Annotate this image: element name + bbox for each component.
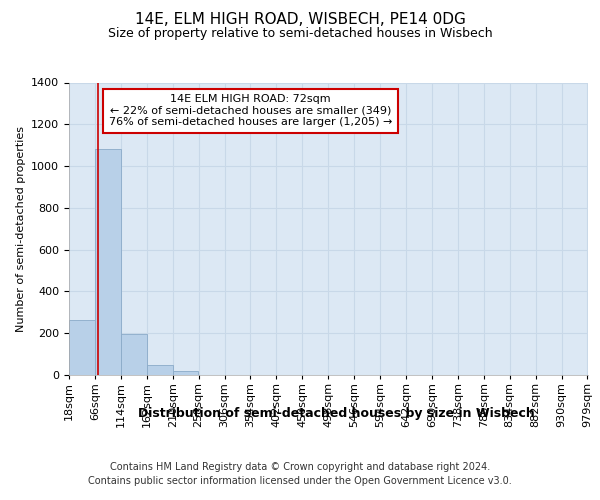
Text: 14E, ELM HIGH ROAD, WISBECH, PE14 0DG: 14E, ELM HIGH ROAD, WISBECH, PE14 0DG (134, 12, 466, 28)
Bar (69, 320, 95, 375)
Y-axis label: Number of semi-detached properties: Number of semi-detached properties (16, 126, 26, 332)
Bar (121, 334, 146, 375)
Text: Size of property relative to semi-detached houses in Wisbech: Size of property relative to semi-detach… (107, 28, 493, 40)
Text: Distribution of semi-detached houses by size in Wisbech: Distribution of semi-detached houses by … (137, 408, 535, 420)
Text: Contains public sector information licensed under the Open Government Licence v3: Contains public sector information licen… (88, 476, 512, 486)
Text: Contains HM Land Registry data © Crown copyright and database right 2024.: Contains HM Land Registry data © Crown c… (110, 462, 490, 472)
Bar (95, 150, 121, 375)
Text: 14E ELM HIGH ROAD: 72sqm
← 22% of semi-detached houses are smaller (349)
76% of : 14E ELM HIGH ROAD: 72sqm ← 22% of semi-d… (109, 94, 392, 128)
Bar (147, 364, 173, 375)
Bar (173, 371, 199, 375)
